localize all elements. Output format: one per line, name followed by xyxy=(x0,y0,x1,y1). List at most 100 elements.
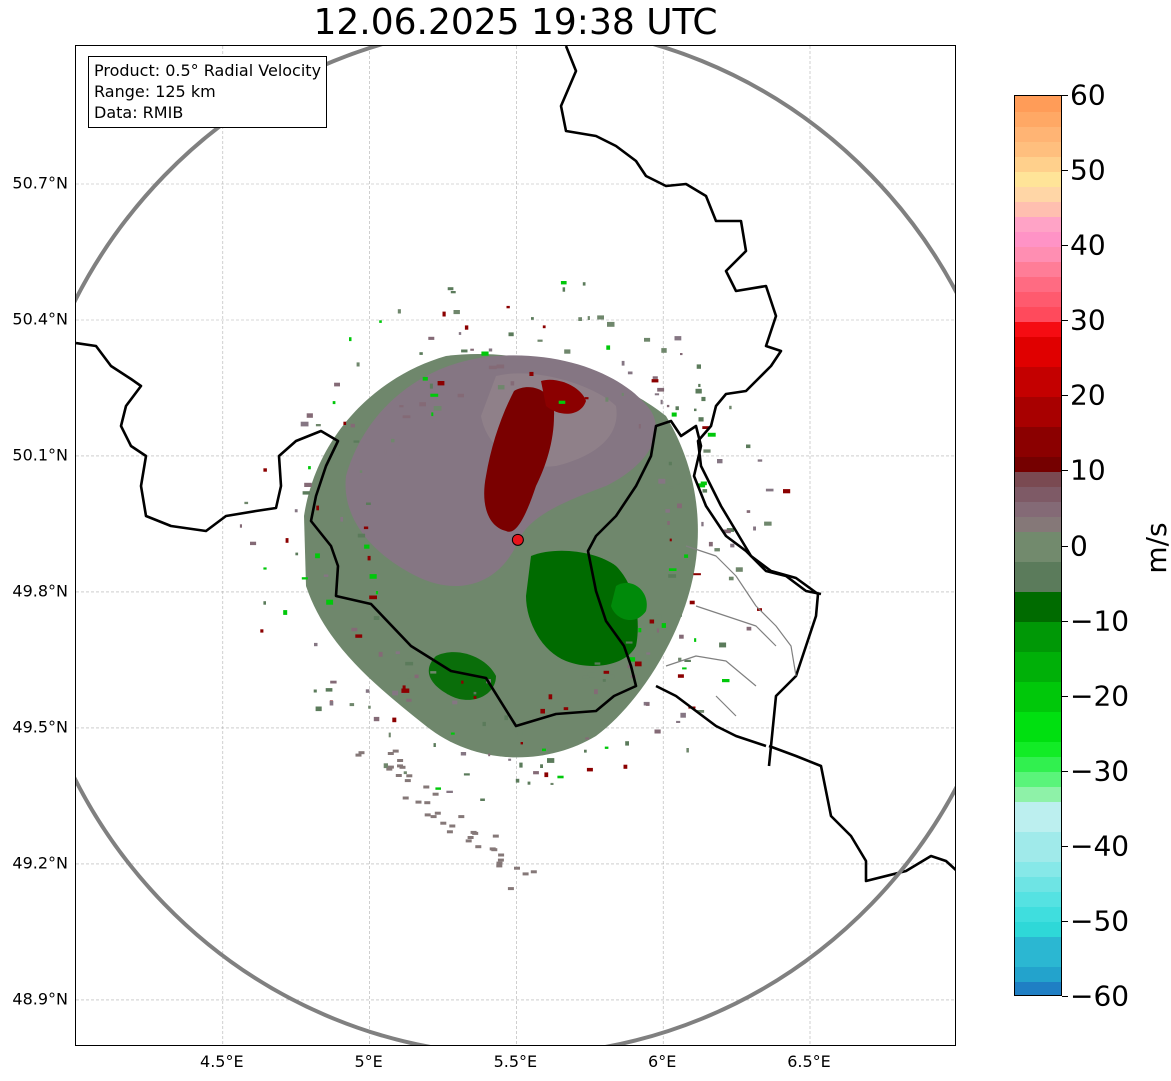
colorbar-segment xyxy=(1015,321,1061,337)
colorbar-tick-label: 0 xyxy=(1070,529,1088,562)
echo-speckle xyxy=(558,400,566,404)
lat-tick-label: 50.4°N xyxy=(12,309,68,329)
echo-speckle xyxy=(646,652,651,655)
echo-speckle xyxy=(367,555,371,561)
echo-speckle xyxy=(446,830,453,834)
echo-speckle xyxy=(283,610,288,615)
colorbar-tick-mark xyxy=(1062,170,1068,172)
echo-speckle xyxy=(361,545,365,549)
echo-speckle xyxy=(492,834,499,838)
echo-speckle xyxy=(402,796,409,800)
echo-speckle xyxy=(661,623,666,628)
colorbar-tick-mark xyxy=(1062,620,1068,622)
echo-speckle xyxy=(729,405,732,410)
colorbar-segment xyxy=(1015,756,1061,773)
echo-speckle xyxy=(621,392,624,396)
colorbar-tick-mark xyxy=(1062,95,1068,96)
echo-speckle xyxy=(447,287,454,291)
product-label: Product: 0.5° Radial Velocity xyxy=(94,61,322,80)
echo-speckle xyxy=(316,505,319,511)
colorbar-tick-label: 60 xyxy=(1070,78,1106,112)
echo-speckle xyxy=(405,661,414,666)
echo-speckle xyxy=(349,703,355,707)
echo-speckle xyxy=(764,521,772,526)
echo-speckle xyxy=(391,438,395,443)
echo-speckle xyxy=(678,657,682,661)
echo-speckle xyxy=(414,674,419,679)
echo-speckle xyxy=(542,325,546,329)
echo-speckle xyxy=(717,459,723,464)
product-info-box: Product: 0.5° Radial Velocity Range: 125… xyxy=(88,56,328,128)
echo-speckle xyxy=(522,872,529,876)
echo-speckle xyxy=(587,672,596,678)
radar-site-marker[interactable] xyxy=(511,533,524,546)
echo-speckle xyxy=(627,371,633,375)
echo-speckle xyxy=(675,406,679,411)
echo-speckle xyxy=(638,628,642,633)
colorbar-tick-label: −50 xyxy=(1070,904,1130,938)
velocity-colorbar xyxy=(1014,95,1062,996)
colorbar-segment xyxy=(1015,681,1061,713)
echo-speckle xyxy=(723,529,731,534)
colorbar-segment xyxy=(1015,186,1061,202)
echo-speckle xyxy=(326,599,334,605)
colorbar-segment xyxy=(1015,516,1061,532)
echo-speckle xyxy=(585,737,590,740)
echo-speckle xyxy=(306,413,313,418)
echo-speckle xyxy=(621,360,625,366)
echo-speckle xyxy=(308,555,311,560)
echo-speckle xyxy=(294,509,298,513)
echo-speckle xyxy=(399,405,404,408)
echo-speckle xyxy=(676,720,681,723)
echo-speckle xyxy=(430,815,437,819)
echo-speckle xyxy=(602,679,606,682)
echo-speckle xyxy=(644,337,651,342)
colorbar-tick-mark xyxy=(1062,920,1068,922)
echo-speckle xyxy=(507,887,514,891)
colorbar-segment xyxy=(1015,981,1061,995)
colorbar-segment xyxy=(1015,501,1061,517)
colorbar-segment xyxy=(1015,621,1061,653)
echo-speckle xyxy=(594,662,601,665)
echo-speckle xyxy=(694,408,697,412)
echo-speckle xyxy=(452,700,458,705)
echo-core-recede-top xyxy=(541,379,586,414)
echo-speckle xyxy=(757,459,763,462)
echo-core-recede xyxy=(484,387,555,532)
echo-speckle xyxy=(674,336,682,341)
echo-speckle xyxy=(682,667,687,670)
echo-speckle xyxy=(315,706,322,712)
echo-speckle xyxy=(334,382,340,387)
echo-speckle xyxy=(330,680,337,684)
echo-speckle xyxy=(432,421,435,424)
echo-speckle xyxy=(735,567,743,572)
colorbar-tick-label: −10 xyxy=(1070,604,1130,638)
echo-speckle xyxy=(582,675,590,679)
colorbar-segment xyxy=(1015,456,1061,472)
echo-speckle xyxy=(470,348,474,351)
echo-speckle xyxy=(537,339,543,342)
echo-speckle xyxy=(582,282,586,286)
echo-speckle xyxy=(470,830,477,834)
echo-speckle xyxy=(607,321,615,327)
echo-speckle xyxy=(506,305,510,309)
echo-speckle xyxy=(480,798,485,801)
echo-speckle xyxy=(597,315,604,320)
echo-speckle xyxy=(533,771,539,775)
colorbar-segment xyxy=(1015,771,1061,788)
echo-speckle xyxy=(564,349,571,354)
echo-speckle xyxy=(415,800,422,804)
velocity-echoes xyxy=(239,281,791,891)
echo-speckle xyxy=(260,629,264,633)
echo-speckle xyxy=(669,538,672,542)
echo-speckle xyxy=(700,481,707,486)
radar-map[interactable] xyxy=(75,45,956,1046)
echo-speckle xyxy=(527,781,531,785)
echo-speckle xyxy=(584,749,587,753)
echo-speckle xyxy=(460,752,467,756)
echo-speckle xyxy=(540,764,543,768)
echo-speckle xyxy=(313,689,317,693)
colorbar-segment xyxy=(1015,111,1061,127)
echo-speckle xyxy=(547,758,555,763)
lat-tick-label: 49.5°N xyxy=(12,717,68,737)
